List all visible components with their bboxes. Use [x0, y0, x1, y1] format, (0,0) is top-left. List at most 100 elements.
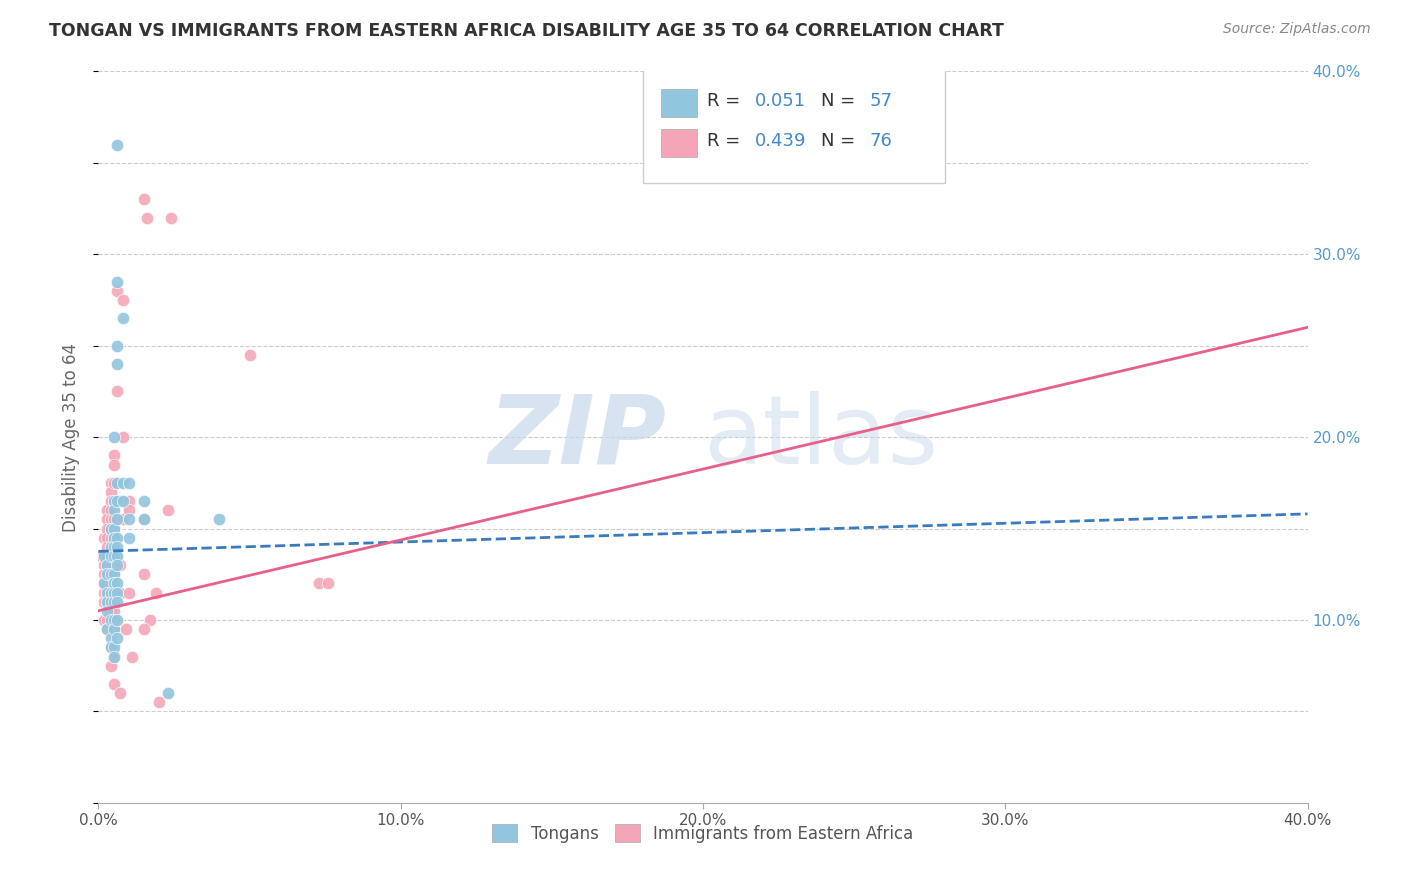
Text: atlas: atlas: [703, 391, 938, 483]
Point: [100, 549, 122, 563]
Point: [103, 494, 125, 508]
Point: [96, 594, 118, 608]
Point: [93, 531, 115, 545]
Point: [103, 585, 125, 599]
Point: [105, 594, 128, 608]
Point: [100, 531, 122, 545]
FancyBboxPatch shape: [661, 89, 697, 117]
Point: [96, 594, 118, 608]
Point: [316, 576, 339, 591]
Point: [103, 594, 125, 608]
Text: 0.439: 0.439: [755, 132, 807, 150]
Point: [100, 540, 122, 554]
Point: [103, 567, 125, 582]
Point: [96, 567, 118, 582]
Point: [103, 622, 125, 636]
Point: [103, 613, 125, 627]
Point: [105, 494, 128, 508]
Point: [118, 512, 141, 526]
Point: [100, 613, 122, 627]
Legend: Tongans, Immigrants from Eastern Africa: Tongans, Immigrants from Eastern Africa: [485, 818, 921, 849]
Point: [100, 475, 122, 490]
Point: [208, 512, 231, 526]
Point: [132, 512, 155, 526]
Point: [111, 494, 134, 508]
Point: [100, 540, 122, 554]
Point: [93, 585, 115, 599]
Point: [132, 192, 155, 206]
FancyBboxPatch shape: [643, 70, 945, 183]
Point: [118, 503, 141, 517]
Point: [156, 503, 179, 517]
Point: [93, 567, 115, 582]
Point: [96, 503, 118, 517]
Y-axis label: Disability Age 35 to 64: Disability Age 35 to 64: [62, 343, 80, 532]
Point: [103, 531, 125, 545]
Point: [100, 640, 122, 655]
Point: [105, 576, 128, 591]
Point: [111, 311, 134, 326]
Point: [148, 695, 170, 709]
Point: [105, 384, 128, 399]
Text: N =: N =: [821, 132, 862, 150]
Point: [118, 585, 141, 599]
Point: [105, 284, 128, 298]
Point: [105, 137, 128, 152]
Point: [139, 613, 162, 627]
Point: [100, 485, 122, 500]
Point: [100, 494, 122, 508]
Point: [108, 494, 131, 508]
Point: [105, 357, 128, 371]
Point: [96, 549, 118, 563]
Point: [100, 604, 122, 618]
Point: [100, 503, 122, 517]
Point: [100, 512, 122, 526]
Point: [103, 649, 125, 664]
Point: [96, 585, 118, 599]
Point: [103, 458, 125, 472]
Point: [100, 585, 122, 599]
Point: [103, 677, 125, 691]
Point: [108, 686, 131, 700]
Point: [100, 558, 122, 573]
Point: [114, 622, 136, 636]
Point: [103, 521, 125, 535]
Point: [105, 632, 128, 646]
Point: [103, 494, 125, 508]
Point: [96, 576, 118, 591]
Text: 0.051: 0.051: [755, 92, 806, 110]
Point: [132, 494, 155, 508]
Point: [105, 275, 128, 289]
Point: [93, 549, 115, 563]
Point: [160, 211, 183, 225]
Point: [118, 494, 141, 508]
Point: [93, 576, 115, 591]
Point: [96, 613, 118, 627]
Point: [96, 540, 118, 554]
Point: [103, 549, 125, 563]
Point: [239, 348, 262, 362]
Point: [103, 430, 125, 444]
Point: [135, 211, 157, 225]
Point: [93, 576, 115, 591]
Point: [145, 585, 167, 599]
Text: R =: R =: [707, 132, 745, 150]
Point: [100, 585, 122, 599]
Point: [105, 531, 128, 545]
Point: [96, 622, 118, 636]
Point: [96, 558, 118, 573]
Point: [100, 521, 122, 535]
Point: [100, 549, 122, 563]
Text: 76: 76: [870, 132, 893, 150]
Text: N =: N =: [821, 92, 862, 110]
Point: [100, 632, 122, 646]
Point: [96, 512, 118, 526]
Point: [105, 558, 128, 573]
Point: [132, 512, 155, 526]
Point: [100, 640, 122, 655]
Point: [103, 622, 125, 636]
Point: [96, 604, 118, 618]
Point: [103, 649, 125, 664]
Point: [308, 576, 330, 591]
Text: TONGAN VS IMMIGRANTS FROM EASTERN AFRICA DISABILITY AGE 35 TO 64 CORRELATION CHA: TONGAN VS IMMIGRANTS FROM EASTERN AFRICA…: [49, 22, 1004, 40]
